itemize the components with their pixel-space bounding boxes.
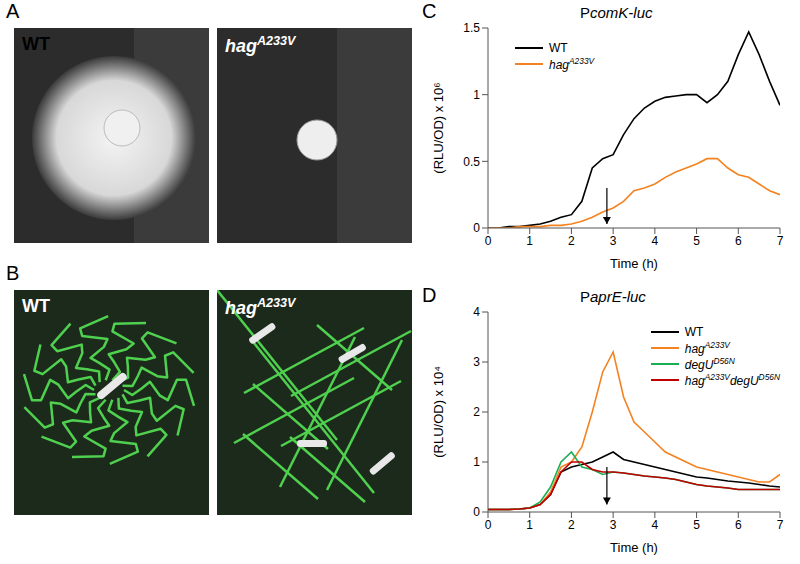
svg-text:7: 7 bbox=[777, 234, 784, 248]
svg-text:0.5: 0.5 bbox=[463, 155, 480, 169]
html-text:WT: WT bbox=[22, 296, 50, 316]
svg-text:1: 1 bbox=[526, 234, 533, 248]
html-text:A: A bbox=[6, 0, 20, 22]
svg-text:0: 0 bbox=[473, 221, 480, 235]
svg-text:Time (h): Time (h) bbox=[610, 256, 658, 271]
html-text:hagA233V: hagA233V bbox=[549, 56, 595, 72]
svg-text:6: 6 bbox=[735, 234, 742, 248]
svg-text:1.5: 1.5 bbox=[463, 21, 480, 35]
html-text:B: B bbox=[6, 262, 20, 284]
html-text:P comK-luc: P comK-luc bbox=[580, 4, 653, 21]
html-text:hagA233V: hagA233V bbox=[225, 296, 296, 318]
svg-text:2: 2 bbox=[568, 234, 575, 248]
svg-text:6: 6 bbox=[735, 518, 742, 532]
svg-text:7: 7 bbox=[777, 518, 784, 532]
html-text:C: C bbox=[422, 0, 437, 22]
svg-text:0: 0 bbox=[485, 234, 492, 248]
svg-text:0: 0 bbox=[485, 518, 492, 532]
svg-text:5: 5 bbox=[693, 518, 700, 532]
html-text:hagA233VdegUD56N: hagA233VdegUD56N bbox=[684, 372, 780, 388]
svg-text:Time (h): Time (h) bbox=[610, 540, 658, 555]
svg-text:1: 1 bbox=[473, 455, 480, 469]
html-text:P aprE-luc: P aprE-luc bbox=[580, 288, 646, 305]
svg-text:2: 2 bbox=[568, 518, 575, 532]
html-text:WT: WT bbox=[22, 34, 50, 54]
svg-text:(RLU/OD) x 10⁴: (RLU/OD) x 10⁴ bbox=[431, 366, 446, 458]
html-text:hagA233V: hagA233V bbox=[225, 34, 296, 56]
svg-text:0: 0 bbox=[473, 505, 480, 519]
svg-text:4: 4 bbox=[652, 518, 659, 532]
html-text:degUD56N: degUD56N bbox=[684, 356, 735, 372]
html-text:WT: WT bbox=[549, 41, 568, 55]
svg-text:2: 2 bbox=[473, 405, 480, 419]
html-text:D: D bbox=[422, 284, 437, 306]
html-text:WT: WT bbox=[684, 325, 704, 339]
svg-text:4: 4 bbox=[652, 234, 659, 248]
svg-text:1: 1 bbox=[473, 88, 480, 102]
svg-text:3: 3 bbox=[473, 355, 480, 369]
svg-text:3: 3 bbox=[610, 234, 617, 248]
svg-text:3: 3 bbox=[610, 518, 617, 532]
html-text:hagA233V: hagA233V bbox=[684, 340, 730, 356]
svg-text:4: 4 bbox=[473, 305, 480, 319]
svg-text:5: 5 bbox=[693, 234, 700, 248]
svg-text:1: 1 bbox=[526, 518, 533, 532]
svg-text:(RLU/OD) x 10⁶: (RLU/OD) x 10⁶ bbox=[431, 82, 446, 173]
